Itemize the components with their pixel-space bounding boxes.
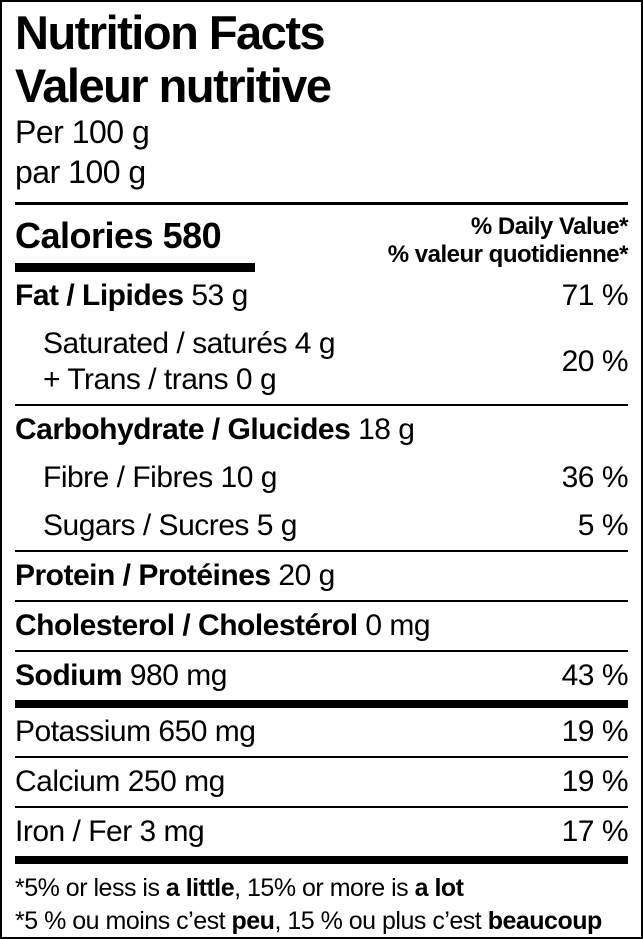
calories-underline-bar [15,263,255,272]
separator [15,700,628,708]
nutrient-row-potassium: Potassium 650 mg 19 % [15,708,629,756]
nutrient-name: Iron / Fer [15,815,132,848]
separator [15,550,628,552]
nutrient-percent: 71 % [561,279,629,312]
separator [15,856,628,864]
calories-section: Calories 580 % Daily Value* % valeur quo… [15,205,629,272]
calories-value: 580 [162,215,222,256]
nutrient-percent: 19 % [561,715,629,748]
footnote-text: , 15 % ou plus c’est [274,907,488,935]
footnote-french: *5 % ou moins c’est peu, 15 % ou plus c’… [15,905,628,937]
separator [15,756,628,758]
nutrient-row-sugars: Sugars / Sucres 5 g 5 % [15,502,629,550]
nutrient-row-fibre: Fibre / Fibres 10 g 36 % [15,454,629,502]
nutrient-amount: 18 g [350,413,415,446]
nutrient-percent: 17 % [561,815,629,848]
footnote-text: *5 % ou moins c’est [15,907,232,935]
separator [15,600,628,602]
nutrient-amount: 20 g [270,559,335,592]
footnote-bold-term: beaucoup [487,907,603,935]
nutrient-label: Sugars / Sucres 5 g [15,508,297,544]
daily-value-french: % valeur quotidienne* [387,241,629,268]
nutrient-line: + Trans / trans 0 g [43,363,277,396]
footnote-english: *5% or less is a little, 15% or more is … [15,872,628,905]
nutrient-label: Potassium 650 mg [15,714,256,750]
nutrient-label: Protein / Protéines 20 g [15,558,335,594]
nutrient-row-protein: Protein / Protéines 20 g [15,552,628,600]
nutrient-amount: 3 mg [131,815,205,848]
nutrient-percent: 5 % [577,509,629,542]
separator [15,806,628,808]
nutrient-label: Saturated / saturés 4 g + Trans / trans 0… [15,326,336,398]
daily-value-english: % Daily Value* [470,213,629,240]
nutrient-name: Cholesterol / Cholestérol [15,609,358,642]
nutrient-label: Sodium 980 mg [15,658,227,694]
nutrient-name: Calcium [15,765,120,798]
nutrient-percent: 43 % [561,659,629,692]
nutrient-name: Potassium [15,715,151,748]
nutrient-row-calcium: Calcium 250 mg 19 % [15,758,629,806]
nutrient-row-carbohydrate: Carbohydrate / Glucides 18 g [15,406,628,454]
label-header: Nutrition Facts Valeur nutritive Per 100… [15,6,628,192]
footnotes: *5% or less is a little, 15% or more is … [15,864,628,937]
nutrient-name: Sodium [15,659,123,692]
nutrient-label: Iron / Fer 3 mg [15,814,205,850]
nutrient-amount: 10 g [212,461,278,494]
nutrient-amount: 250 mg [119,765,226,798]
nutrient-amount: 650 mg [150,715,256,748]
nutrient-amount: 5 g [248,509,298,542]
title-french: Valeur nutritive [15,59,332,112]
nutrient-rows: Fat / Lipides 53 g 71 % Saturated / saturé… [15,272,629,864]
daily-value-header: % Daily Value* % valeur quotidienne* [387,213,629,269]
nutrient-amount: 53 g [183,279,248,312]
nutrient-label: Calcium 250 mg [15,764,225,800]
footnote-text: *5% or less is [15,874,166,902]
footnote-bold-term: a little [165,874,235,902]
nutrient-row-saturated-trans: Saturated / saturés 4 g + Trans / trans 0… [15,320,629,404]
nutrient-name: Protein / Protéines [15,559,271,592]
nutrient-name: Carbohydrate / Glucides [15,413,351,446]
separator [15,404,628,406]
separator [15,650,628,652]
nutrient-amount: 0 mg [357,609,431,642]
calories-label: Calories [15,215,154,256]
nutrient-row-sodium: Sodium 980 mg 43 % [15,652,629,700]
serving-size-english: Per 100 g [15,114,150,150]
footnote-bold-term: a lot [414,874,464,902]
nutrient-name: Fat / Lipides [15,279,184,312]
nutrient-percent: 36 % [561,461,629,494]
nutrient-row-iron: Iron / Fer 3 mg 17 % [15,808,629,856]
calories-line: Calories 580 [15,213,255,259]
nutrient-line: Saturated / saturés 4 g [43,327,336,360]
nutrient-row-fat: Fat / Lipides 53 g 71 % [15,272,629,320]
nutrient-label: Carbohydrate / Glucides 18 g [15,412,415,448]
nutrient-label: Fat / Lipides 53 g [15,278,248,314]
nutrient-name: Fibre / Fibres [43,461,213,494]
nutrient-row-cholesterol: Cholesterol / Cholestérol 0 mg [15,602,628,650]
nutrient-label: Cholesterol / Cholestérol 0 mg [15,608,431,644]
nutrient-percent: 19 % [561,765,629,798]
nutrient-percent: 20 % [561,345,629,378]
header-separator [15,202,628,205]
serving-size-french: par 100 g [15,154,146,190]
nutrient-amount: 980 mg [122,659,228,692]
title-english: Nutrition Facts [15,6,326,59]
calories-block: Calories 580 [15,213,255,272]
nutrient-label: Fibre / Fibres 10 g [15,460,277,496]
footnote-bold-term: peu [231,907,275,935]
footnote-text: , 15% or more is [234,874,415,902]
nutrient-name: Sugars / Sucres [43,509,249,542]
